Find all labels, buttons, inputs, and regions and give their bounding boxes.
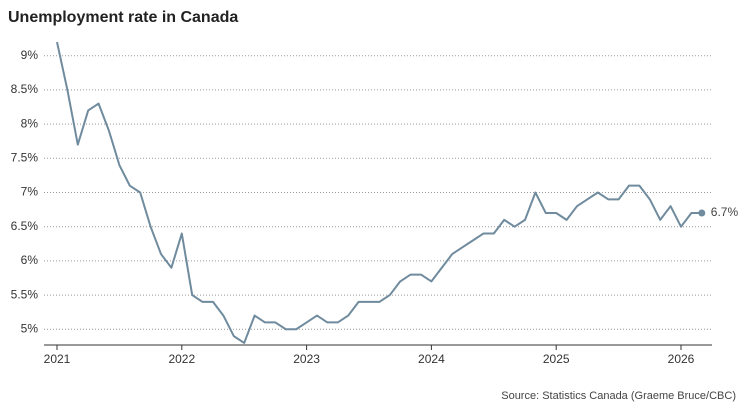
y-tick-label: 8% bbox=[21, 116, 39, 130]
y-tick-label: 8.5% bbox=[11, 82, 39, 96]
end-point bbox=[698, 209, 706, 217]
value-label: 6.7% bbox=[711, 205, 739, 219]
line bbox=[56, 41, 702, 344]
x-tick-label: 2021 bbox=[44, 352, 71, 366]
source: Source: Statistics Canada (Graeme Bruce/… bbox=[501, 390, 736, 402]
chart-title: Unemployment rate in Canada bbox=[8, 9, 238, 26]
x-tick-label: 2025 bbox=[543, 352, 570, 366]
y-tick-label: 5% bbox=[21, 321, 39, 335]
y-tick-label: 7% bbox=[21, 185, 39, 199]
y-tick-label: 9% bbox=[21, 48, 39, 62]
x-tick-label: 2022 bbox=[168, 352, 195, 366]
y-tick-label: 5.5% bbox=[11, 287, 39, 301]
y-tick-label: 6% bbox=[21, 253, 39, 267]
x-tick-label: 2023 bbox=[293, 352, 320, 366]
y-tick-label: 6.5% bbox=[11, 219, 39, 233]
y-tick-label: 7.5% bbox=[11, 150, 39, 164]
x-tick-label: 2026 bbox=[668, 352, 695, 366]
x-tick-label: 2024 bbox=[418, 352, 445, 366]
